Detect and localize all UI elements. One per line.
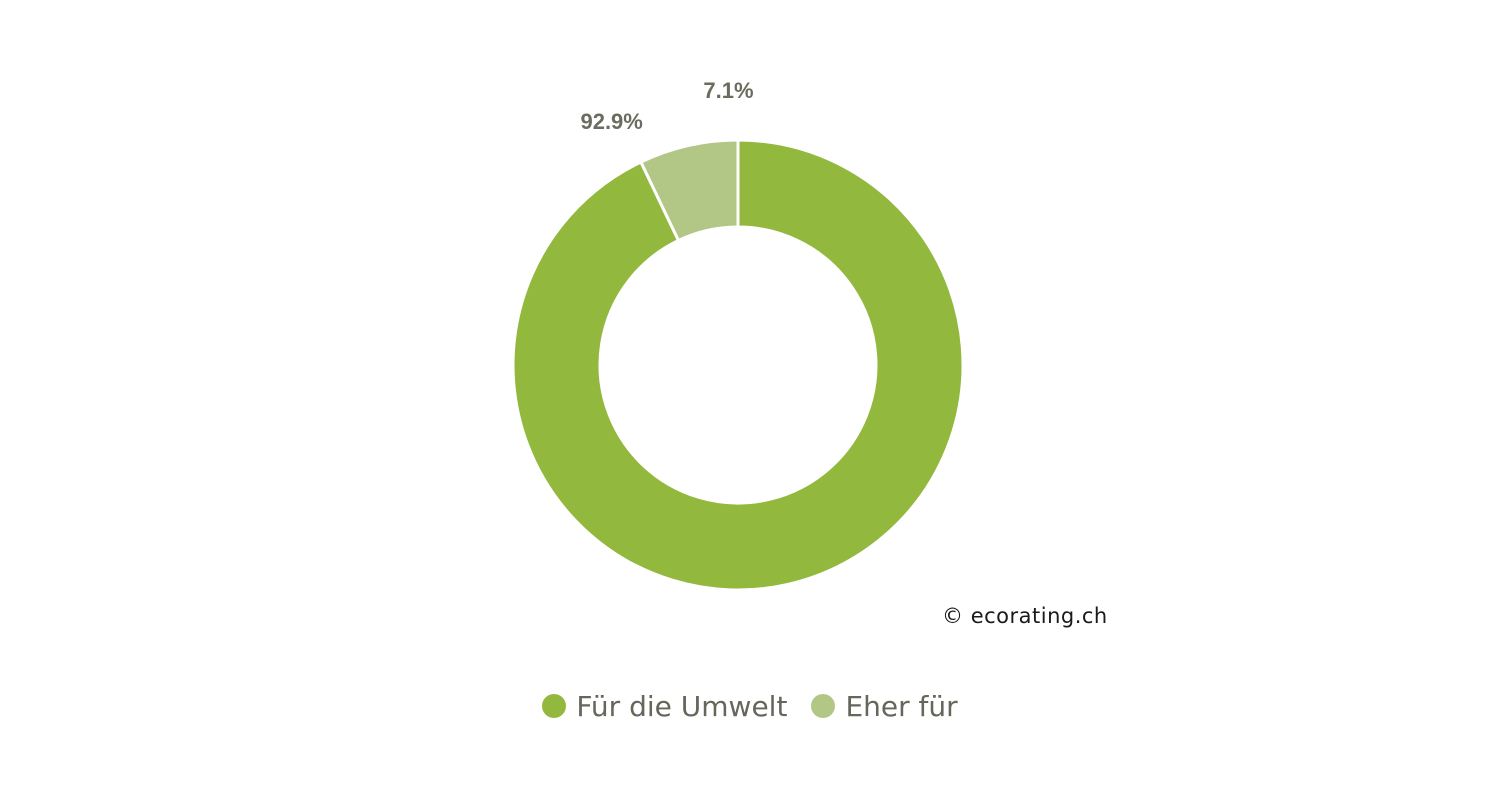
donut-slice-0[interactable] (511, 138, 965, 592)
legend-label: Eher für (845, 689, 958, 723)
data-label-0: 92.9% (580, 109, 642, 134)
legend-item-fuer-die-umwelt[interactable]: Für die Umwelt (542, 690, 787, 723)
copyright-notice: © ecorating.ch (942, 604, 1108, 628)
donut-slices (511, 138, 965, 592)
donut-slice-1[interactable] (638, 138, 740, 243)
copyright-icon: © (942, 604, 964, 628)
legend-swatch (811, 694, 836, 718)
data-label-1: 7.1% (703, 78, 753, 103)
legend-swatch (542, 694, 567, 718)
legend-label: Für die Umwelt (576, 689, 788, 723)
legend: Für die Umwelt Eher für (0, 684, 1500, 728)
legend-item-eher-fuer[interactable]: Eher für (811, 689, 958, 723)
copyright-text: ecorating.ch (970, 604, 1108, 628)
donut-data-labels: 92.9% 7.1% (580, 78, 753, 134)
